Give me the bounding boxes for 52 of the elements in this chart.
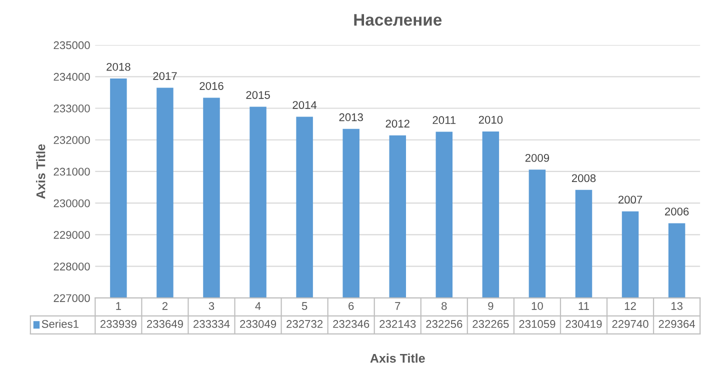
annotation: 2015 [246, 91, 270, 99]
legend-label: Series1 [42, 320, 78, 328]
x-tick-label: 13 [671, 302, 682, 310]
x-tick-label: 12 [624, 302, 636, 310]
data-label: 232346 [333, 320, 370, 328]
y-tick-label: 234000 [54, 72, 90, 81]
y-tick-label: 232000 [54, 136, 90, 144]
data-label: 233049 [240, 320, 276, 328]
annotation: 2017 [153, 72, 177, 80]
x-tick-label: 7 [395, 302, 400, 310]
annotation: 2009 [525, 154, 550, 162]
x-tick-label: 6 [348, 302, 354, 310]
x-tick-label: 5 [302, 302, 308, 310]
x-tick-label: 9 [488, 302, 494, 310]
data-label: 233334 [194, 320, 230, 328]
annotation: 2012 [386, 120, 410, 128]
data-label: 232732 [286, 320, 323, 328]
y-tick-label: 229000 [54, 231, 90, 239]
data-label: 233939 [100, 320, 136, 328]
annotation: 2010 [478, 116, 503, 124]
x-tick-label: 4 [255, 302, 261, 310]
annotation: 2016 [200, 82, 224, 90]
annotation: 2006 [665, 208, 689, 216]
chart-title: Население [354, 14, 442, 26]
annotation: 2007 [618, 196, 642, 204]
y-tick-label: 233000 [54, 104, 90, 112]
y-tick-label: 235000 [54, 41, 90, 50]
data-label: 231059 [519, 320, 556, 328]
x-tick-label: 10 [532, 302, 543, 310]
x-tick-label: 8 [442, 302, 447, 310]
annotation: 2011 [432, 116, 456, 124]
data-label: 232256 [426, 320, 462, 328]
x-tick-label: 3 [208, 302, 214, 310]
data-label: 232265 [472, 320, 509, 328]
y-tick-label: 228000 [54, 262, 90, 270]
x-tick-label: 11 [578, 302, 589, 310]
data-label: 232143 [380, 320, 416, 328]
annotation: 2014 [292, 101, 317, 109]
annotation: 2018 [106, 62, 130, 71]
x-axis-title: Axis Title [370, 354, 425, 363]
x-tick-label: 1 [116, 302, 121, 310]
y-tick-label: 227000 [54, 294, 90, 302]
y-tick-label: 231000 [54, 168, 90, 176]
data-label: 233649 [146, 320, 183, 328]
y-axis-title: Axis Title [36, 144, 46, 199]
data-label: 230419 [566, 320, 602, 328]
annotation: 2008 [572, 174, 596, 182]
data-label: 229740 [612, 320, 648, 328]
data-label: 229364 [658, 320, 696, 328]
annotation: 2013 [339, 113, 363, 122]
x-tick-label: 2 [162, 302, 168, 310]
y-tick-label: 230000 [54, 199, 90, 208]
